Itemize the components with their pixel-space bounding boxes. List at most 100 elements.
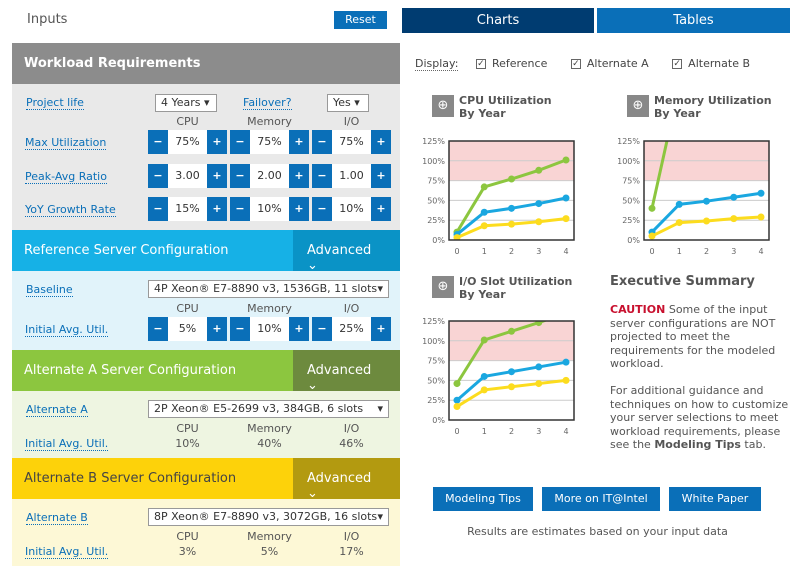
- project-life-value: 4 Years: [161, 96, 201, 109]
- tab-tables[interactable]: Tables: [597, 8, 790, 33]
- stepper-value[interactable]: 1.00: [332, 164, 371, 188]
- decrement-button[interactable]: −: [230, 197, 250, 221]
- stepper-value[interactable]: 3.00: [168, 164, 207, 188]
- increment-button[interactable]: +: [371, 197, 391, 221]
- reset-button[interactable]: Reset: [334, 11, 387, 29]
- stepper-value[interactable]: 5%: [168, 317, 207, 341]
- max-utilization-label[interactable]: Max Utilization: [25, 136, 107, 150]
- initial-util-label[interactable]: Initial Avg. Util.: [25, 437, 109, 451]
- y-tick-label: 50%: [427, 196, 445, 205]
- increment-button[interactable]: +: [289, 130, 309, 154]
- data-point: [508, 220, 515, 228]
- data-point: [480, 336, 488, 344]
- alt-a-advanced-button[interactable]: Advanced ⌄: [293, 350, 400, 393]
- increment-button[interactable]: +: [207, 164, 227, 188]
- peak-avg-ratio-label[interactable]: Peak-Avg Ratio: [25, 170, 107, 184]
- decrement-button[interactable]: −: [148, 317, 168, 341]
- decrement-button[interactable]: −: [148, 197, 168, 221]
- memory-utilization-chart: 0% 25% 50% 75% 100% 125% 0 1 2 3 4: [617, 137, 770, 256]
- x-tick-label: 3: [731, 247, 736, 256]
- initial-util-label[interactable]: Initial Avg. Util.: [25, 323, 109, 337]
- x-tick-label: 1: [482, 247, 487, 256]
- stepper-value[interactable]: 10%: [250, 197, 289, 221]
- failover-select[interactable]: Yes ▾: [327, 94, 369, 112]
- summary-caution: CAUTION Some of the input server configu…: [610, 303, 790, 371]
- decrement-button[interactable]: −: [312, 317, 332, 341]
- stepper-value[interactable]: 75%: [168, 130, 207, 154]
- alt-b-label[interactable]: Alternate B: [26, 511, 88, 525]
- increment-button[interactable]: +: [207, 197, 227, 221]
- data-point: [453, 396, 461, 404]
- increment-button[interactable]: +: [371, 130, 391, 154]
- guidance-text: For additional guidance and techniques o…: [610, 384, 789, 451]
- reference-advanced-button[interactable]: Advanced ⌄: [293, 230, 400, 273]
- increment-button[interactable]: +: [289, 317, 309, 341]
- alt-b-title: Alternate B Server Configuration: [24, 471, 237, 486]
- zoom-cpu-chart-icon[interactable]: ⊕: [432, 95, 454, 117]
- display-reference-checkbox[interactable]: ✓ Reference: [475, 57, 548, 70]
- zoom-memory-chart-icon[interactable]: ⊕: [627, 95, 649, 117]
- x-tick-label: 4: [758, 247, 763, 256]
- increment-button[interactable]: +: [371, 164, 391, 188]
- white-paper-button[interactable]: White Paper: [669, 487, 761, 511]
- alt-b-value: 8P Xeon® E7-8890 v3, 3072GB, 16 slots: [154, 510, 378, 523]
- decrement-button[interactable]: −: [312, 130, 332, 154]
- stepper-value[interactable]: 10%: [250, 317, 289, 341]
- decrement-button[interactable]: −: [230, 164, 250, 188]
- increment-button[interactable]: +: [371, 317, 391, 341]
- initial-util-label[interactable]: Initial Avg. Util.: [25, 545, 109, 559]
- stepper-memory: −10% +: [230, 197, 309, 221]
- option-label: Reference: [491, 57, 548, 70]
- modeling-tips-button[interactable]: Modeling Tips: [433, 487, 533, 511]
- decrement-button[interactable]: −: [230, 317, 250, 341]
- checkbox-icon: ✓: [672, 59, 683, 69]
- chevron-down-icon: ⌄: [307, 378, 318, 393]
- stepper-value[interactable]: 75%: [250, 130, 289, 154]
- stepper-value[interactable]: 15%: [168, 197, 207, 221]
- project-life-select[interactable]: 4 Years ▾: [155, 94, 217, 112]
- stepper-value[interactable]: 2.00: [250, 164, 289, 188]
- increment-button[interactable]: +: [289, 164, 309, 188]
- y-tick-label: 75%: [427, 177, 445, 186]
- decrement-button[interactable]: −: [312, 164, 332, 188]
- baseline-label[interactable]: Baseline: [26, 283, 73, 297]
- increment-button[interactable]: +: [207, 130, 227, 154]
- decrement-button[interactable]: −: [230, 130, 250, 154]
- decrement-button[interactable]: −: [148, 164, 168, 188]
- increment-button[interactable]: +: [289, 197, 309, 221]
- col-cpu: CPU: [176, 302, 199, 315]
- alt-b-advanced-button[interactable]: Advanced ⌄: [293, 458, 400, 501]
- stepper-value[interactable]: 10%: [332, 197, 371, 221]
- failover-label[interactable]: Failover?: [243, 96, 292, 110]
- decrement-button[interactable]: −: [312, 197, 332, 221]
- tab-charts[interactable]: Charts: [402, 8, 594, 33]
- y-tick-label: 125%: [617, 137, 640, 146]
- stepper-io: −75% +: [312, 130, 391, 154]
- data-point: [563, 310, 570, 317]
- alt-a-label[interactable]: Alternate A: [26, 403, 88, 417]
- increment-button[interactable]: +: [207, 317, 227, 341]
- alt-b-select[interactable]: 8P Xeon® E7-8890 v3, 3072GB, 16 slots ▾: [148, 508, 389, 526]
- data-point: [535, 200, 543, 208]
- more-it-intel-button[interactable]: More on IT@Intel: [542, 487, 660, 511]
- y-tick-label: 25%: [622, 216, 640, 225]
- zoom-io-chart-icon[interactable]: ⊕: [432, 276, 454, 298]
- subtitle: By Year: [459, 288, 506, 301]
- project-life-label[interactable]: Project life: [26, 96, 84, 110]
- chevron-down-icon: ⌄: [307, 486, 318, 501]
- ref-util-stepper-memory: −10% +: [230, 317, 309, 341]
- display-alt-b-checkbox[interactable]: ✓ Alternate B: [672, 57, 750, 70]
- stepper-value[interactable]: 75%: [332, 130, 371, 154]
- decrement-button[interactable]: −: [148, 130, 168, 154]
- workload-body: Project life 4 Years ▾ Failover? Yes ▾ C…: [12, 84, 400, 230]
- display-alt-a-checkbox[interactable]: ✓ Alternate A: [570, 57, 649, 70]
- y-tick-label: 100%: [617, 157, 640, 166]
- alt-a-select[interactable]: 2P Xeon® E5-2699 v3, 384GB, 6 slots ▾: [148, 400, 389, 418]
- plot-border: [448, 140, 575, 241]
- data-point: [562, 358, 570, 366]
- stepper-value[interactable]: 25%: [332, 317, 371, 341]
- series-reference: [453, 358, 570, 404]
- col-io: I/O: [343, 115, 360, 128]
- growth-rate-label[interactable]: YoY Growth Rate: [25, 203, 116, 217]
- baseline-select[interactable]: 4P Xeon® E7-8890 v3, 1536GB, 11 slots ▾: [148, 280, 389, 298]
